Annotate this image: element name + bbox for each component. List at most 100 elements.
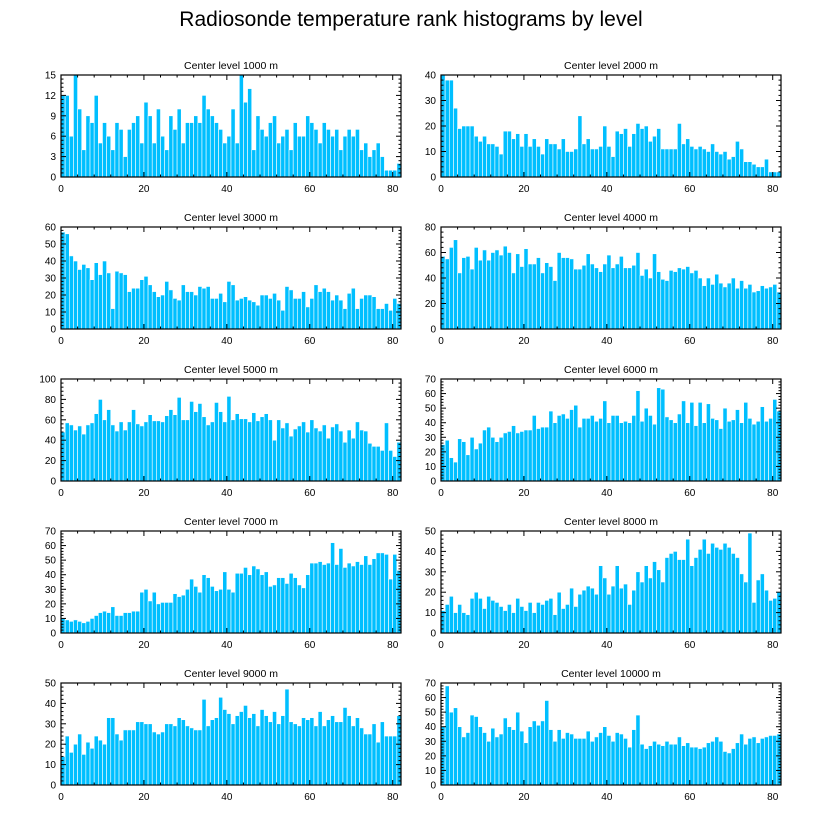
bar (321, 564, 327, 634)
bar (238, 572, 244, 634)
bar (280, 309, 286, 330)
bar (681, 400, 686, 482)
bar (502, 717, 508, 786)
bar (384, 422, 389, 482)
x-tick-label: 60 (684, 184, 696, 195)
bar (164, 602, 170, 634)
bar (614, 732, 620, 786)
y-tick-label: 30 (425, 737, 437, 748)
bar (560, 738, 566, 786)
bar (531, 263, 537, 330)
bar (68, 621, 74, 634)
bar (768, 735, 774, 786)
bar (677, 123, 682, 178)
bar (701, 538, 707, 634)
bar (230, 284, 236, 330)
bar (371, 296, 377, 330)
bar (507, 604, 512, 634)
x-tick-label: 80 (387, 640, 399, 651)
bar (197, 122, 203, 178)
x-tick-label: 40 (221, 184, 233, 195)
bar (185, 122, 190, 178)
bar (81, 264, 87, 330)
bar (292, 122, 298, 178)
bar (259, 416, 265, 482)
bar (610, 415, 616, 482)
bar (685, 422, 691, 482)
bar (544, 138, 550, 178)
bar (276, 419, 282, 482)
bar (730, 419, 736, 482)
bar (486, 143, 492, 178)
bar (60, 231, 66, 330)
bar (143, 723, 149, 786)
bar (643, 565, 649, 634)
y-tick-label: 40 (425, 547, 437, 558)
bar (172, 298, 178, 330)
bar (214, 717, 219, 786)
bar (230, 419, 236, 482)
y-tick-label: 20 (45, 599, 57, 610)
bar (288, 289, 294, 330)
bar (193, 411, 199, 482)
y-tick-label: 40 (45, 436, 57, 447)
bar (147, 600, 153, 634)
bar (363, 142, 369, 178)
bar (297, 425, 302, 482)
bar (160, 421, 165, 482)
bar (527, 429, 533, 482)
bar (375, 552, 381, 634)
bar (519, 730, 525, 786)
bar (672, 271, 678, 330)
x-tick-label: 20 (138, 184, 150, 195)
bar (589, 263, 595, 330)
bar (226, 588, 232, 634)
bar (569, 258, 574, 330)
bar (681, 143, 686, 178)
bar (114, 430, 120, 482)
bar (342, 567, 348, 634)
bar (755, 742, 761, 786)
bar (730, 156, 736, 178)
bar (693, 557, 699, 634)
bar (697, 748, 703, 786)
y-tick-label: 0 (50, 173, 56, 184)
bar (490, 436, 496, 482)
bar (693, 425, 699, 482)
bar (618, 733, 624, 786)
bar (313, 427, 319, 482)
bar (288, 721, 294, 786)
bar (585, 730, 591, 786)
bar (384, 169, 389, 178)
bar (388, 450, 394, 482)
bar (160, 294, 165, 330)
bar (652, 740, 657, 786)
x-tick-label: 0 (438, 488, 444, 499)
x-tick-label: 20 (138, 640, 150, 651)
x-tick-label: 40 (601, 640, 613, 651)
bar (631, 264, 637, 330)
bar (98, 739, 103, 786)
bar (77, 425, 83, 482)
bar (139, 279, 145, 330)
bar (334, 423, 340, 482)
bar (544, 262, 550, 330)
bar (375, 308, 381, 330)
bar (469, 714, 475, 786)
bar (375, 142, 381, 178)
bar (527, 726, 533, 786)
axes-frame (440, 682, 782, 786)
bar (110, 424, 116, 482)
bar (511, 138, 516, 178)
bar (127, 612, 132, 634)
bar (127, 129, 132, 178)
bar (697, 402, 703, 482)
bar (664, 740, 670, 786)
bar (334, 721, 340, 786)
bar (317, 561, 323, 634)
bar (280, 715, 286, 786)
bar (486, 740, 492, 786)
bar (276, 299, 282, 330)
bar (297, 584, 302, 634)
x-tick-label: 60 (304, 488, 316, 499)
